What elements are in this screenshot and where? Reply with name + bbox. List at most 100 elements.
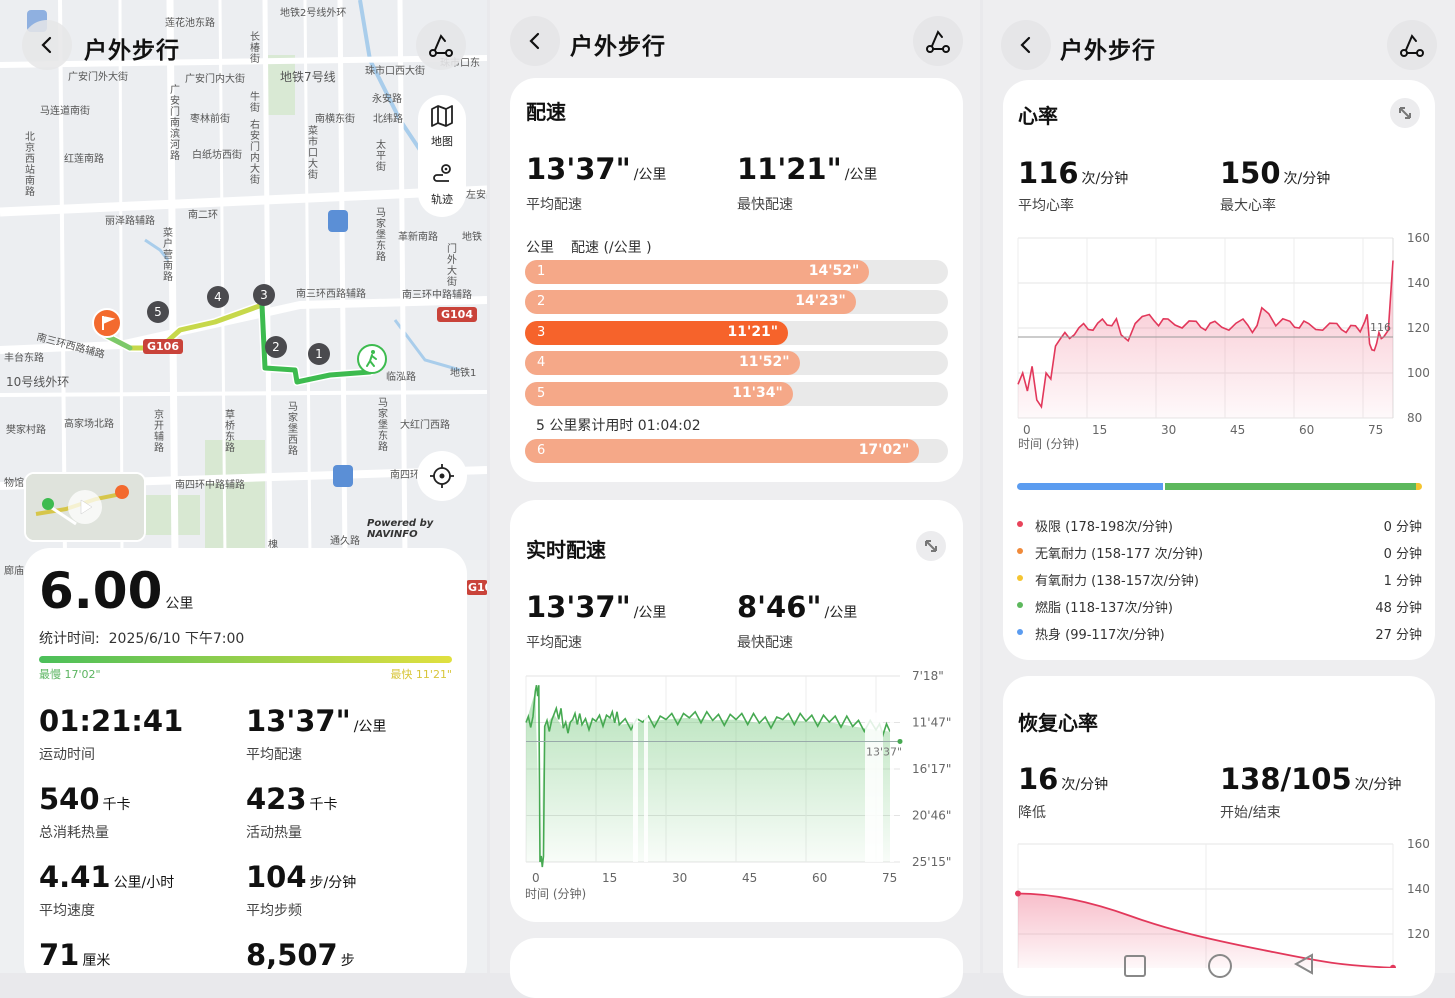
- pace-row[interactable]: 2 14'23": [525, 290, 948, 314]
- road: [262, 0, 273, 560]
- walker-start-icon[interactable]: [357, 344, 387, 374]
- pace-row[interactable]: 1 14'52": [525, 260, 948, 284]
- pace-value: 14'52": [808, 263, 860, 279]
- avg-pace: 13'37"/公里: [526, 152, 666, 186]
- x-tick-label: 75: [1368, 423, 1383, 437]
- route-segment: [259, 302, 373, 385]
- distance-number: 6.00: [39, 562, 163, 620]
- pace-value: 11'34": [732, 385, 783, 401]
- zone-bar-warmup: [1017, 483, 1163, 490]
- replay-thumbnail[interactable]: [24, 472, 146, 542]
- pace-row[interactable]: 6 17'02": [525, 439, 948, 463]
- stat-unit: 千卡: [102, 797, 131, 813]
- record-time: 统计时间: 2025/6/10 下午7:00: [39, 628, 244, 648]
- heart-rate-chart[interactable]: 160 140 120 100 80 0 15 30 45 60 75 时间 (分钟) 116: [1010, 228, 1435, 458]
- map-label: 地铁1: [450, 368, 477, 379]
- zone-minutes: 27 分钟: [1375, 628, 1422, 643]
- track-mode-button[interactable]: 轨迹: [418, 161, 466, 211]
- x-tick-label: 30: [672, 871, 687, 885]
- map-label: 马家堡东路: [376, 208, 386, 263]
- back-button[interactable]: [510, 16, 560, 66]
- route-share-button[interactable]: [416, 20, 466, 70]
- zone-row: 热身 (99-117次/分钟) 27 分钟: [1017, 624, 1422, 643]
- expand-button[interactable]: [916, 531, 946, 561]
- map-label: 廊庙: [4, 566, 24, 577]
- pace-row[interactable]: 4 11'52": [525, 351, 948, 375]
- map-label: 永安路: [372, 94, 402, 105]
- river: [144, 238, 170, 261]
- zone-name: 无氧耐力 (158-177 次/分钟): [1035, 547, 1204, 562]
- route-share-button[interactable]: [913, 16, 963, 66]
- max-heart-unit: 次/分钟: [1283, 171, 1331, 187]
- heart-line: [1017, 260, 1394, 409]
- map-label: 南三环中路辅路: [402, 290, 472, 301]
- route-share-button[interactable]: [1387, 20, 1437, 70]
- heart-area: [1018, 260, 1393, 418]
- pace-value: 17'02": [858, 442, 910, 458]
- distance-unit: 公里: [165, 596, 194, 612]
- map-label: 门外大街: [447, 244, 457, 288]
- stat-value: 13'37"/公里: [246, 704, 386, 738]
- stat-unit: 千卡: [309, 797, 338, 813]
- pace-row[interactable]: 5 11'34": [525, 382, 948, 406]
- zone-row: 无氧耐力 (158-177 次/分钟) 0 分钟: [1017, 543, 1422, 562]
- rt-fast-unit: /公里: [824, 605, 858, 621]
- rt-avg-unit: /公里: [633, 605, 667, 621]
- play-icon[interactable]: [68, 490, 102, 524]
- pace-bar: 4 11'52": [525, 351, 800, 375]
- recovery-area: [1018, 893, 1393, 968]
- map-label: 白纸坊西街: [192, 150, 242, 161]
- recovery-range-unit: 次/分钟: [1354, 777, 1402, 793]
- pace-bar: 1 14'52": [525, 260, 870, 284]
- map-label: 南三环西路辅路: [296, 289, 366, 300]
- back-button[interactable]: [22, 20, 72, 70]
- map-label: 物馆: [4, 478, 24, 489]
- pace-row[interactable]: 3 11'21": [525, 321, 948, 345]
- road: [218, 0, 227, 560]
- map-label: 南四环: [390, 470, 420, 481]
- slowest-pace: 最慢 17'02": [39, 668, 101, 681]
- data-gap: [865, 712, 883, 862]
- end-flag-icon[interactable]: [92, 308, 122, 338]
- km-marker[interactable]: 4: [207, 286, 229, 308]
- km-marker[interactable]: 1: [308, 343, 330, 365]
- map-label: 枣林前街: [190, 114, 230, 125]
- realtime-pace-chart[interactable]: 7'18" 11'47" 16'17" 20'46" 25'15" 0 15 30 45 60 75…: [520, 662, 960, 902]
- pace-km: 5: [537, 386, 546, 401]
- route-icon: [926, 30, 950, 53]
- road-badge: G104: [437, 307, 477, 322]
- home-icon[interactable]: [1208, 954, 1232, 978]
- y-tick-label: 16'17": [912, 762, 951, 776]
- track-icon: [433, 164, 451, 182]
- stat-label: 总消耗热量: [39, 825, 109, 841]
- x-axis-title: 时间 (分钟): [1018, 436, 1079, 451]
- road: [303, 0, 312, 560]
- recovery-start-dot: [1015, 890, 1021, 897]
- back-nav-icon[interactable]: [1292, 953, 1316, 975]
- zone-name: 极限 (178-198次/分钟): [1035, 520, 1173, 535]
- km-marker[interactable]: 2: [265, 336, 287, 358]
- km-marker[interactable]: 3: [253, 284, 275, 306]
- map-label: 南四环中路辅路: [175, 480, 245, 491]
- recovery-drop-unit: 次/分钟: [1061, 777, 1109, 793]
- stat-value: 01:21:41: [39, 704, 183, 738]
- route-map[interactable]: [0, 0, 487, 560]
- recovery-drop-value: 16: [1018, 762, 1059, 796]
- back-button[interactable]: [1001, 20, 1051, 70]
- stat-unit: 步: [340, 953, 355, 969]
- recovery-range-label: 开始/结束: [1220, 805, 1281, 821]
- expand-button[interactable]: [1390, 98, 1420, 128]
- recovery-chart[interactable]: 160 140 120: [1010, 838, 1435, 968]
- stat-label: 平均配速: [246, 747, 302, 763]
- locate-button[interactable]: [417, 451, 467, 501]
- recent-apps-icon[interactable]: [1124, 955, 1146, 977]
- stat-unit: 厘米: [82, 953, 111, 969]
- rt-fast-value: 8'46": [737, 590, 822, 624]
- map-mode-button[interactable]: 地图: [418, 103, 466, 153]
- zone-minutes: 0 分钟: [1383, 520, 1422, 535]
- pace-km: 3: [537, 325, 546, 340]
- km-marker[interactable]: 5: [147, 301, 169, 323]
- stat-value: 104 步/分钟: [246, 860, 356, 894]
- metro-icon: [333, 465, 353, 487]
- rt-avg-pace: 13'37"/公里: [526, 590, 666, 624]
